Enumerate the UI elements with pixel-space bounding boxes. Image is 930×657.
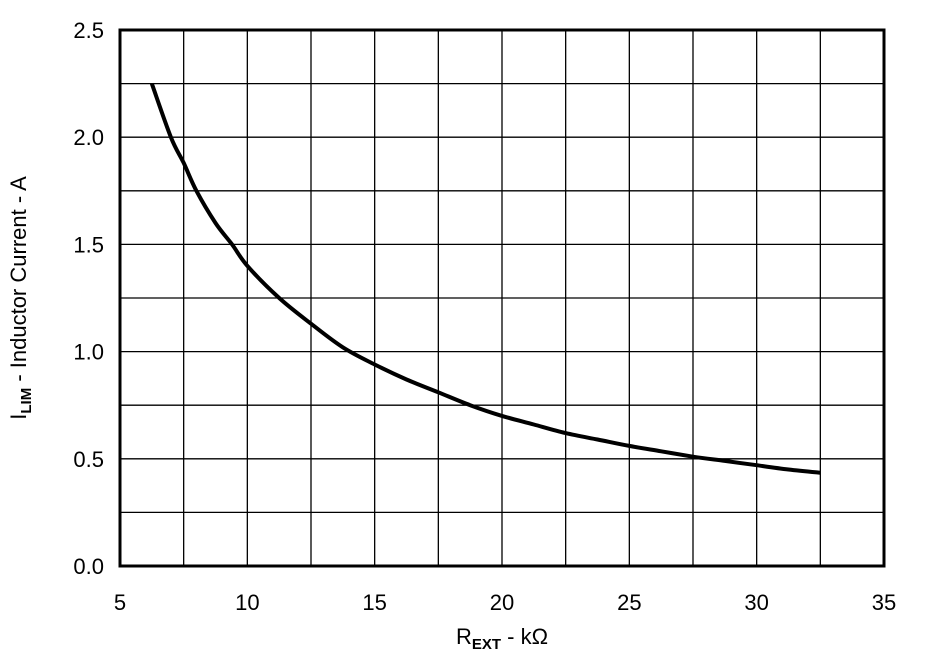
x-tick-label: 20 [490,590,514,615]
plot-frame [118,28,886,568]
x-tick-label: 5 [114,590,126,615]
y-tick-label: 0.0 [73,554,104,579]
x-tick-label: 15 [362,590,386,615]
x-tick-label: 10 [235,590,259,615]
y-tick-label: 2.0 [73,125,104,150]
x-axis-tick-labels: 5 10 15 20 25 30 35 [114,590,896,615]
y-tick-label: 2.5 [73,18,104,43]
x-axis-label: REXT - kΩ [456,624,548,653]
grid-lines [120,30,884,566]
y-tick-label: 0.5 [73,447,104,472]
y-tick-label: 1.0 [73,340,104,365]
data-series [149,82,821,475]
y-axis-label: ILIM - Inductor Current - A [6,176,35,420]
x-tick-label: 25 [617,590,641,615]
y-axis-tick-labels: 0.0 0.5 1.0 1.5 2.0 2.5 [73,18,104,579]
x-tick-label: 30 [744,590,768,615]
inductor-current-curve [149,82,821,475]
x-tick-label: 35 [872,590,896,615]
y-tick-label: 1.5 [73,232,104,257]
